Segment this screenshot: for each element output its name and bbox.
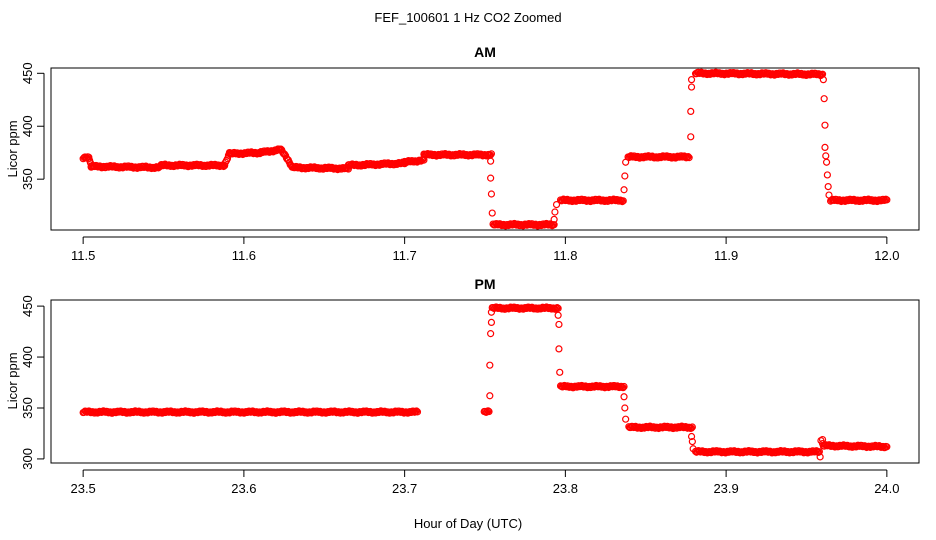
am-data-point <box>487 174 495 182</box>
pm-data-point <box>413 408 422 416</box>
am-data-series <box>79 68 891 230</box>
am-data-point <box>823 171 831 179</box>
pm-x-tick-label: 24.0 <box>874 481 899 496</box>
pm-data-point <box>818 440 827 448</box>
pm-y-axis-label: Licor ppm <box>5 352 20 409</box>
pm-x-tick-label: 23.5 <box>70 481 95 496</box>
pm-data-point <box>622 415 630 423</box>
am-x-tick-label: 12.0 <box>874 248 899 263</box>
am-data-point <box>687 83 696 91</box>
am-y-axis: 350 400 450 <box>20 62 45 190</box>
am-data-point <box>620 186 628 194</box>
am-data-point <box>488 209 496 217</box>
am-data-point <box>687 133 695 141</box>
am-data-point <box>487 190 496 198</box>
am-data-point <box>552 200 561 209</box>
am-data-point <box>825 191 833 199</box>
pm-x-tick-label: 23.9 <box>713 481 738 496</box>
pm-panel-title: PM <box>475 276 496 292</box>
am-data-point <box>619 197 627 205</box>
pm-data-point <box>689 445 697 453</box>
pm-data-point <box>620 393 628 401</box>
am-data-point <box>487 157 495 165</box>
am-plot-frame <box>50 67 920 231</box>
figure-title: FEF_100601 1 Hz CO2 Zoomed <box>374 10 561 25</box>
am-data-point <box>684 153 692 161</box>
pm-data-point <box>487 318 496 327</box>
pm-data-point <box>818 435 827 444</box>
am-y-tick-label: 450 <box>20 62 35 84</box>
pm-y-tick-label: 350 <box>20 397 35 419</box>
pm-y-axis: 300 350 400 450 <box>20 295 45 470</box>
pm-panel: PM Licor ppm 23.5 23.6 23.7 23.8 23.9 24.0 30… <box>5 276 920 496</box>
am-panel: AM Licor ppm 11.5 11.6 11.7 11.8 11.9 12.0 35… <box>5 44 920 263</box>
am-data-point <box>621 172 629 180</box>
am-data-point <box>550 215 558 224</box>
pm-data-point <box>688 423 696 431</box>
am-data-point <box>820 95 828 103</box>
pm-data-point <box>554 311 562 319</box>
pm-x-tick-label: 23.8 <box>553 481 578 496</box>
am-data-point <box>220 162 228 171</box>
pm-data-point <box>486 361 494 369</box>
am-data-point <box>687 76 696 84</box>
am-x-tick-label: 11.9 <box>714 248 738 263</box>
am-data-point <box>550 221 558 229</box>
pm-data-point <box>487 330 495 338</box>
pm-data-point <box>687 424 695 432</box>
pm-data-point <box>555 320 563 329</box>
am-x-tick-label: 11.6 <box>232 248 256 263</box>
am-y-tick-label: 350 <box>20 168 35 190</box>
pm-y-tick-label: 300 <box>20 448 35 470</box>
pm-data-point <box>688 438 696 446</box>
pm-data-point <box>486 392 494 400</box>
am-y-axis-label: Licor ppm <box>5 120 20 177</box>
pm-x-tick-label: 23.6 <box>231 481 256 496</box>
pm-data-point <box>815 448 823 456</box>
pm-data-point <box>816 453 824 461</box>
am-data-point <box>821 143 829 152</box>
pm-data-point <box>554 304 562 312</box>
pm-data-point <box>555 345 563 353</box>
pm-data-point <box>556 368 564 376</box>
pm-data-point <box>620 382 628 391</box>
am-panel-title: AM <box>474 44 496 60</box>
pm-data-series <box>79 303 891 461</box>
am-data-point <box>622 158 630 166</box>
pm-data-point <box>687 432 696 441</box>
am-data-point <box>824 182 832 191</box>
am-data-point <box>487 150 496 158</box>
am-data-point <box>546 220 554 228</box>
pm-x-axis: 23.5 23.6 23.7 23.8 23.9 24.0 <box>70 469 900 496</box>
pm-x-tick-label: 23.7 <box>392 481 417 496</box>
pm-data-point <box>619 384 627 392</box>
pm-plot-frame <box>50 299 920 464</box>
pm-data-point <box>487 308 496 316</box>
pm-data-point <box>621 404 629 412</box>
am-data-point <box>822 158 831 166</box>
am-data-point <box>687 107 695 116</box>
am-x-tick-label: 11.5 <box>71 248 95 263</box>
am-data-point <box>819 76 827 84</box>
pm-data-point <box>883 443 891 451</box>
am-data-point <box>822 152 830 160</box>
x-axis-label: Hour of Day (UTC) <box>414 516 522 531</box>
pm-data-point <box>412 407 421 415</box>
am-x-tick-label: 11.8 <box>553 248 577 263</box>
am-x-axis: 11.5 11.6 11.7 11.8 11.9 12.0 <box>71 236 900 263</box>
am-data-point <box>883 196 891 204</box>
pm-data-point <box>485 407 493 416</box>
am-y-tick-label: 400 <box>20 115 35 137</box>
pm-y-tick-label: 400 <box>20 346 35 368</box>
am-data-point <box>551 208 559 216</box>
am-x-tick-label: 11.7 <box>392 248 416 263</box>
am-data-point <box>618 198 626 206</box>
am-data-point <box>685 154 693 162</box>
am-data-point <box>821 121 829 129</box>
pm-y-tick-label: 450 <box>20 295 35 317</box>
